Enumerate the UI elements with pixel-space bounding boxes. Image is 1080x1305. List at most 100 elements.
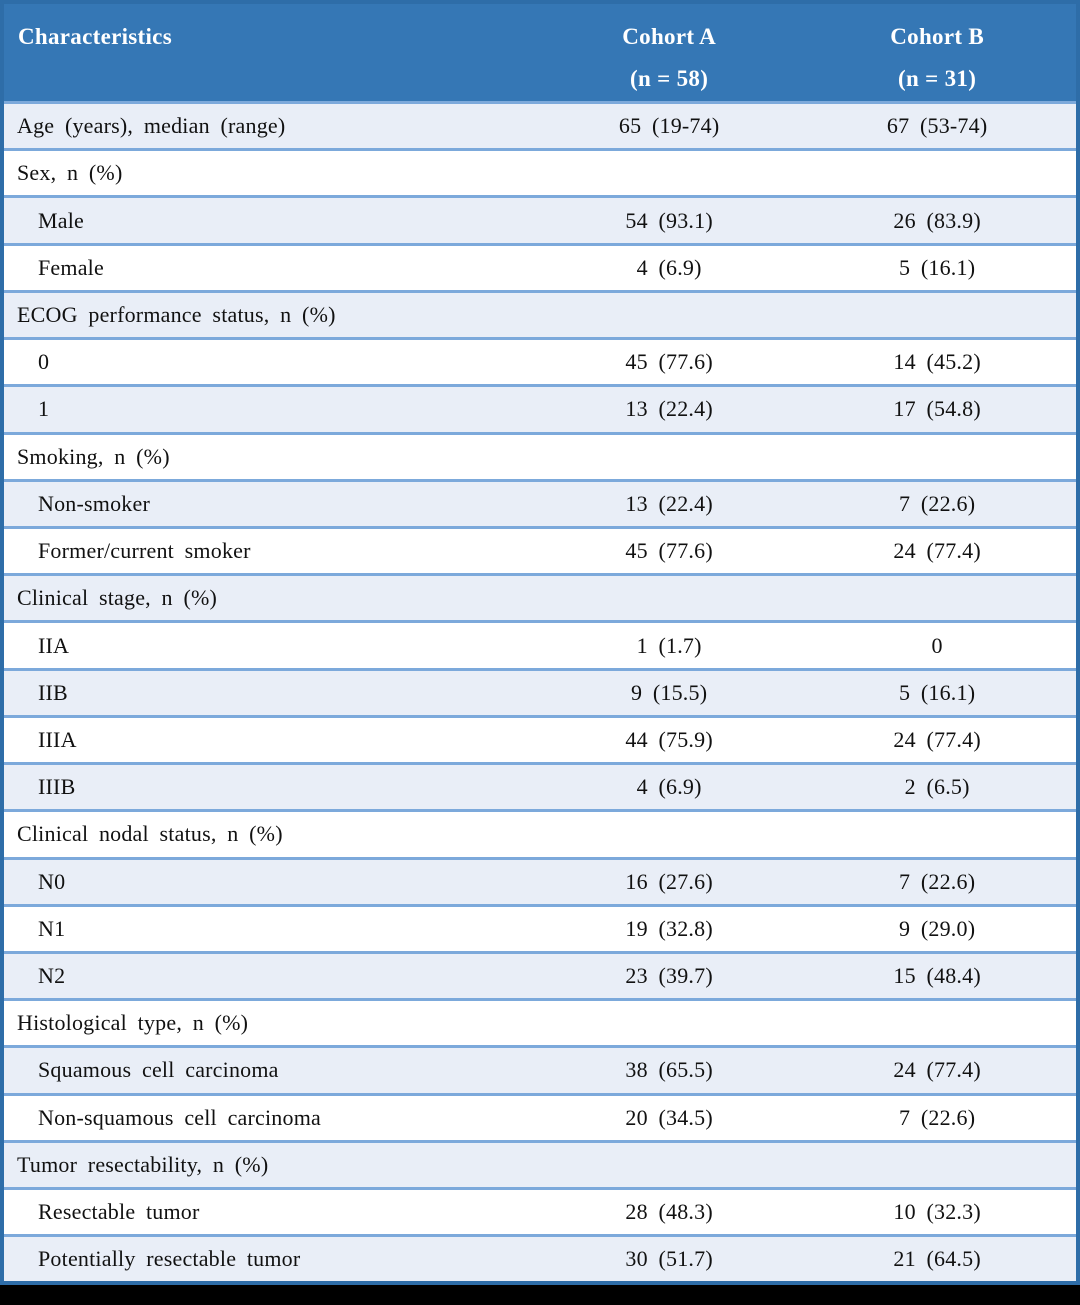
table-row: Age (years), median (range) 65 (19-74) 6… [2, 100, 1078, 152]
cohort-a-value: 20 (34.5) [540, 1092, 799, 1143]
table-header: Characteristics Cohort A (n = 58) Cohort… [2, 2, 1078, 104]
cohort-b-value: 67 (53-74) [798, 100, 1078, 152]
table-row: Smoking, n (%) [2, 431, 1078, 482]
cohort-a-value: 1 (1.7) [540, 620, 799, 671]
table-row: IIA 1 (1.7) 0 [2, 620, 1078, 671]
cohort-a-value: 16 (27.6) [540, 856, 799, 907]
cohort-b-value: 5 (16.1) [798, 242, 1078, 293]
table-row: IIIB 4 (6.9) 2 (6.5) [2, 762, 1078, 813]
table-row: Clinical stage, n (%) [2, 573, 1078, 624]
header-characteristics-label: Characteristics [18, 24, 172, 49]
cohort-a-value [540, 573, 799, 624]
table-row: Former/current smoker 45 (77.6) 24 (77.4… [2, 525, 1078, 577]
row-label: N2 [2, 950, 540, 1002]
row-label: Resectable tumor [2, 1187, 540, 1238]
row-label: IIA [2, 620, 540, 671]
cohort-a-value: 45 (77.6) [540, 337, 799, 388]
row-label: N0 [2, 856, 540, 907]
cohort-b-value [798, 809, 1078, 860]
table-row: 0 45 (77.6) 14 (45.2) [2, 337, 1078, 388]
cohort-b-value: 21 (64.5) [798, 1234, 1078, 1285]
cohort-a-value: 28 (48.3) [540, 1187, 799, 1238]
cohort-b-value [798, 1139, 1078, 1191]
row-label: Female [2, 242, 540, 293]
cohort-b-name: Cohort B [890, 24, 984, 49]
row-label: Former/current smoker [2, 525, 540, 577]
row-label: 0 [2, 337, 540, 388]
cohort-b-value: 17 (54.8) [798, 384, 1078, 435]
cohort-a-value [540, 809, 799, 860]
cohort-a-value: 4 (6.9) [540, 762, 799, 813]
row-label: Smoking, n (%) [2, 431, 540, 482]
table-row: Male 54 (93.1) 26 (83.9) [2, 195, 1078, 246]
cohort-a-value [540, 1139, 799, 1191]
cohort-a-value: 38 (65.5) [540, 1045, 799, 1096]
cohort-a-value [540, 289, 799, 341]
row-label: Histological type, n (%) [2, 998, 540, 1049]
table-row: IIB 9 (15.5) 5 (16.1) [2, 667, 1078, 718]
row-label: Non-squamous cell carcinoma [2, 1092, 540, 1143]
row-label: N1 [2, 903, 540, 954]
cohort-b-value: 26 (83.9) [798, 195, 1078, 246]
cohort-b-value [798, 998, 1078, 1049]
bottom-black-bar [0, 1285, 1080, 1305]
row-label: IIIB [2, 762, 540, 813]
cohort-b-value [798, 573, 1078, 624]
cohort-a-value [540, 148, 799, 199]
cohort-b-value: 14 (45.2) [798, 337, 1078, 388]
cohort-a-value: 54 (93.1) [540, 195, 799, 246]
row-label: Male [2, 195, 540, 246]
cohort-b-value: 7 (22.6) [798, 478, 1078, 529]
row-label: 1 [2, 384, 540, 435]
cohort-a-value: 45 (77.6) [540, 525, 799, 577]
table-row: Potentially resectable tumor 30 (51.7) 2… [2, 1234, 1078, 1285]
table-row: Squamous cell carcinoma 38 (65.5) 24 (77… [2, 1045, 1078, 1096]
header-cohort-b: Cohort B (n = 31) [798, 2, 1078, 104]
table-row: Sex, n (%) [2, 148, 1078, 199]
table-row: IIIA 44 (75.9) 24 (77.4) [2, 714, 1078, 766]
cohort-b-value: 15 (48.4) [798, 950, 1078, 1002]
header-row: Characteristics Cohort A (n = 58) Cohort… [2, 2, 1078, 104]
header-cohort-a: Cohort A (n = 58) [540, 2, 799, 104]
cohort-a-value: 44 (75.9) [540, 714, 799, 766]
cohort-a-value: 13 (22.4) [540, 478, 799, 529]
cohort-b-value: 5 (16.1) [798, 667, 1078, 718]
cohort-b-n: (n = 31) [898, 66, 977, 91]
row-label: Tumor resectability, n (%) [2, 1139, 540, 1191]
cohort-b-value [798, 148, 1078, 199]
cohort-b-value: 2 (6.5) [798, 762, 1078, 813]
cohort-b-value: 7 (22.6) [798, 856, 1078, 907]
table-row: N1 19 (32.8) 9 (29.0) [2, 903, 1078, 954]
row-label: Potentially resectable tumor [2, 1234, 540, 1285]
table-row: Female 4 (6.9) 5 (16.1) [2, 242, 1078, 293]
cohort-b-value: 9 (29.0) [798, 903, 1078, 954]
cohort-a-name: Cohort A [622, 24, 716, 49]
row-label: IIB [2, 667, 540, 718]
cohort-b-value [798, 289, 1078, 341]
cohort-a-value: 65 (19-74) [540, 100, 799, 152]
cohort-b-value [798, 431, 1078, 482]
row-label: Squamous cell carcinoma [2, 1045, 540, 1096]
table-row: N2 23 (39.7) 15 (48.4) [2, 950, 1078, 1002]
table-row: Non-smoker 13 (22.4) 7 (22.6) [2, 478, 1078, 529]
table-row: Tumor resectability, n (%) [2, 1139, 1078, 1191]
cohort-b-value: 24 (77.4) [798, 1045, 1078, 1096]
row-label: Clinical stage, n (%) [2, 573, 540, 624]
cohort-a-value: 4 (6.9) [540, 242, 799, 293]
cohort-b-value: 0 [798, 620, 1078, 671]
row-label: IIIA [2, 714, 540, 766]
cohort-b-value: 24 (77.4) [798, 714, 1078, 766]
cohort-b-value: 7 (22.6) [798, 1092, 1078, 1143]
cohort-a-n: (n = 58) [630, 66, 709, 91]
cohort-a-value: 19 (32.8) [540, 903, 799, 954]
table-row: Clinical nodal status, n (%) [2, 809, 1078, 860]
cohort-a-value: 23 (39.7) [540, 950, 799, 1002]
row-label: Non-smoker [2, 478, 540, 529]
cohort-b-value: 24 (77.4) [798, 525, 1078, 577]
table-row: Histological type, n (%) [2, 998, 1078, 1049]
cohort-a-value: 9 (15.5) [540, 667, 799, 718]
cohort-a-value: 13 (22.4) [540, 384, 799, 435]
table-row: Non-squamous cell carcinoma 20 (34.5) 7 … [2, 1092, 1078, 1143]
